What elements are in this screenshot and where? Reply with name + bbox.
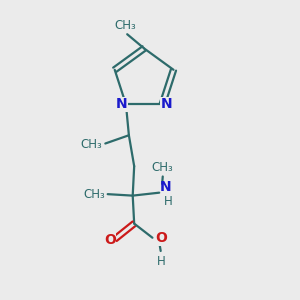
Text: N: N	[116, 97, 127, 111]
Text: N: N	[161, 97, 172, 111]
Text: O: O	[155, 231, 167, 245]
Text: H: H	[157, 254, 166, 268]
Text: CH₃: CH₃	[152, 160, 174, 173]
Text: N: N	[160, 180, 171, 194]
Text: H: H	[164, 195, 172, 208]
Text: CH₃: CH₃	[114, 19, 136, 32]
Text: CH₃: CH₃	[80, 139, 102, 152]
Text: CH₃: CH₃	[83, 188, 105, 201]
Text: O: O	[104, 233, 116, 248]
